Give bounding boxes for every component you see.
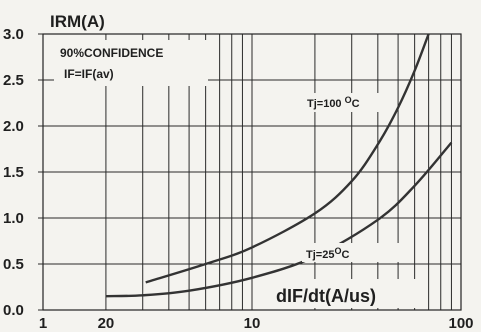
y-tick-label: 2.5 <box>3 72 24 89</box>
y-tick-label: 1.5 <box>3 164 24 181</box>
curve-label-box-25 <box>302 243 403 262</box>
y-tick-label: 3.0 <box>3 26 24 43</box>
y-tick-label: 0.0 <box>3 302 24 319</box>
series-label-tj100: Tj=100 OC <box>307 95 360 110</box>
x-tick-label: 100 <box>448 315 473 332</box>
y-tick-label: 2.0 <box>3 118 24 135</box>
y-tick-label: 1.0 <box>3 210 24 227</box>
ticks: 0.0 0.5 1.0 1.5 2.0 2.5 3.0 1 20 10 100 <box>3 26 474 332</box>
grid <box>43 34 461 310</box>
series-label-tj100-text: Tj=100 <box>307 98 345 110</box>
series-label-tj25-degree: O <box>334 246 341 256</box>
y-axis-label: IRM(A) <box>50 12 105 31</box>
x-tick-label: 10 <box>244 315 261 332</box>
series-label-tj25-unit: C <box>341 249 349 261</box>
series-label-tj100-degree: O <box>345 95 352 105</box>
curves <box>105 33 453 298</box>
series-label-tj100-unit: C <box>352 98 360 110</box>
xlabel-box <box>270 279 422 308</box>
confidence-note: 90%CONFIDENCE <box>60 46 163 60</box>
ylabel-box <box>40 8 140 32</box>
x-tick-label: 20 <box>98 315 115 332</box>
curve-label-box-100 <box>303 93 393 112</box>
x-axis-label: dIF/dt(A/us) <box>276 286 376 306</box>
series-label-tj25-text: Tj=25 <box>306 249 334 261</box>
note-box <box>54 40 208 86</box>
series-line-tj100 <box>145 33 430 284</box>
condition-note: IF=IF(av) <box>64 67 114 81</box>
series-line-tj25 <box>105 141 453 298</box>
y-tick-label: 0.5 <box>3 256 24 273</box>
series-label-tj25: Tj=25OC <box>306 246 349 261</box>
x-tick-label: 1 <box>39 315 47 332</box>
